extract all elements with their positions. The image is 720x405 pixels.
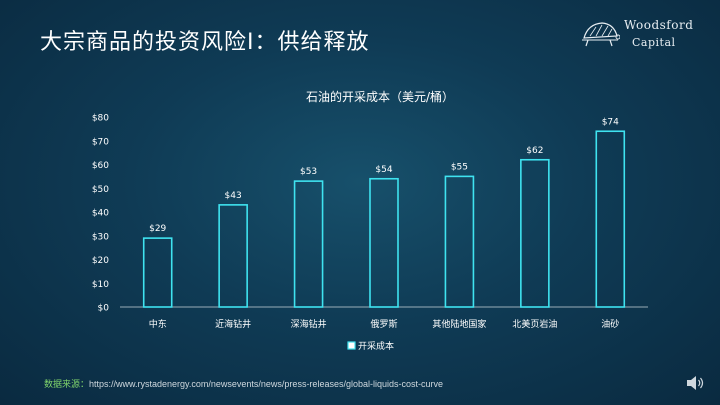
bar — [520, 158, 550, 308]
bars-group — [142, 130, 626, 308]
source-label: 数据来源： — [44, 379, 90, 389]
bar-value-label: $74 — [602, 117, 619, 127]
y-tick-label: $80 — [92, 114, 109, 124]
x-tick-label: 其他陆地国家 — [432, 318, 486, 330]
bar — [142, 237, 173, 308]
value-labels: $29 $43 $53 $54 $55 $62 $74 — [149, 117, 619, 234]
x-tick-label: 油砂 — [601, 318, 619, 330]
x-tick-label: 近海钻井 — [215, 318, 251, 330]
slide-title: 大宗商品的投资风险I：供给释放 — [40, 30, 370, 55]
bar-value-label: $53 — [300, 167, 317, 177]
company-logo: Woodsford Capital — [580, 16, 710, 56]
y-tick-label: $30 — [92, 232, 109, 242]
source-url[interactable]: https://www.rystadenergy.com/newsevents/… — [89, 379, 443, 389]
y-axis: $0 $10 $20 $30 $40 $50 $60 $70 $80 — [92, 114, 109, 314]
bar — [444, 175, 475, 308]
legend: 开采成本 — [347, 340, 394, 352]
bar-value-label: $62 — [526, 146, 543, 156]
speaker-icon[interactable] — [684, 372, 706, 394]
legend-swatch — [347, 341, 356, 350]
y-tick-label: $0 — [98, 304, 110, 314]
y-tick-label: $50 — [92, 185, 109, 195]
chart-title: 石油的开采成本（美元/桶） — [306, 89, 454, 104]
bar-value-label: $43 — [225, 191, 242, 201]
y-tick-label: $10 — [92, 280, 109, 290]
turtle-logo-icon — [582, 22, 620, 47]
x-axis: 中东 近海钻井 深海钻井 俄罗斯 其他陆地国家 北美页岩油 油砂 — [149, 318, 620, 330]
bar-value-label: $29 — [149, 224, 166, 234]
bar — [293, 180, 324, 308]
y-tick-label: $40 — [92, 209, 109, 219]
logo-text-bottom: Capital — [632, 36, 676, 49]
source-note: 数据来源：https://www.rystadenergy.com/newsev… — [44, 377, 443, 390]
x-tick-label: 北美页岩油 — [512, 318, 557, 330]
x-tick-label: 深海钻井 — [291, 318, 327, 330]
bar — [218, 204, 248, 308]
y-tick-label: $20 — [92, 256, 109, 266]
x-tick-label: 中东 — [149, 318, 167, 330]
bar-value-label: $55 — [451, 162, 468, 172]
y-tick-label: $60 — [92, 161, 109, 171]
bar — [595, 130, 626, 308]
y-tick-label: $70 — [92, 137, 109, 147]
logo-text-top: Woodsford — [624, 18, 694, 32]
bar-value-label: $54 — [375, 165, 392, 175]
x-tick-label: 俄罗斯 — [370, 318, 397, 330]
bar — [369, 177, 399, 308]
legend-label: 开采成本 — [358, 340, 394, 352]
